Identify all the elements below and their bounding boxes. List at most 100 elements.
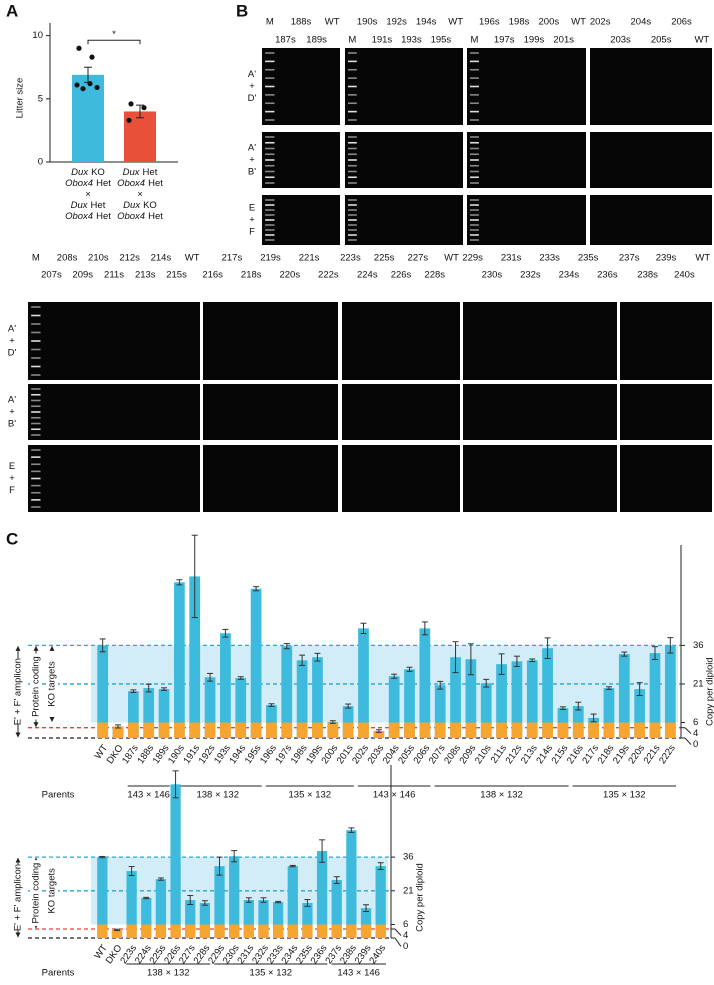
gel-row-label: A' [248,69,256,80]
bar-base [649,722,661,738]
bar-base [204,722,216,738]
lane-label: WT [695,253,710,264]
gel-image [463,445,617,512]
group-label: 143 × 146 [127,790,170,801]
gel-row-label: B' [248,167,256,178]
lane-label: 217s [222,253,243,264]
bar-base [174,722,185,738]
bar [214,866,225,938]
tick-leader [684,737,692,745]
bar [302,902,313,938]
lane-label: 218s [241,270,262,281]
bar [542,648,553,738]
lane-label: WT [444,253,459,264]
x-tick-label: Dux KO [123,200,157,211]
bar-base [373,731,385,738]
gel-row-label: D' [8,348,17,359]
parents-label: Parents [42,968,75,979]
gel-row-label: + [9,336,15,347]
bar [126,871,137,938]
bar-base [220,722,231,738]
gel-image [463,302,617,380]
bar-base [141,924,152,938]
bar-base [258,924,269,938]
gel-row-label: A' [248,143,256,154]
gel-row-label: + [249,155,255,166]
bar [199,902,211,938]
label-part: Obox4 [65,211,93,222]
lane-label: 231s [501,253,522,264]
bar [258,900,269,938]
bar [266,705,277,738]
gel-row-label: + [9,407,15,418]
bar [281,646,293,738]
label-part: KO [91,167,105,178]
lane-label: 208s [57,253,78,264]
lane-label: 189s [306,35,327,46]
gel-image [620,302,712,380]
bar [189,576,201,738]
bar [141,898,152,938]
gel-image [203,302,338,380]
bar [287,866,298,938]
lane-label: WT [448,17,463,28]
gel-image [203,445,338,512]
label-part: Obox4 [65,178,93,189]
gel-image [345,132,463,188]
bar-base [346,924,357,938]
y-tick-label: 4 [403,930,408,941]
bar-base [266,722,277,738]
bar [331,880,342,938]
x-tick-label: Dux Het [123,167,158,178]
lane-label: 202s [590,17,611,28]
bar-base [170,924,181,938]
bar [618,654,630,738]
lane-label: 192s [386,17,407,28]
bar-base [603,722,615,738]
bar [496,664,507,738]
bar-base [465,722,477,738]
label-part: × [85,189,91,200]
bar [97,857,108,938]
lane-label: M [266,17,274,28]
gel-row-label: D' [248,93,257,104]
group-label: 138 × 132 [480,790,523,801]
bar-base [143,722,155,738]
x-tick-label: Dux Het [71,200,106,211]
annotation: E' + F' amplicon [13,864,24,931]
lane-label: 233s [539,253,560,264]
bar-base [450,722,461,738]
lane-label: 213s [135,270,156,281]
gel-image [28,302,200,380]
y-axis-label: Copy per diploid [415,863,426,932]
annotation: KO targets [47,661,58,707]
lane-label: 191s [372,35,393,46]
bar [229,856,240,938]
annotation-bg [46,857,58,924]
gel-row-label: A' [8,324,16,335]
bar-base [229,924,240,938]
x-tick-label: 222s [657,743,678,766]
gel-image [345,48,463,125]
lane-label: 215s [166,270,187,281]
lane-label: 232s [520,270,541,281]
lane-label: 216s [202,270,223,281]
x-tick-label: Obox4 Het [65,178,111,189]
bar-base [480,722,492,738]
lane-label: 235s [578,253,599,264]
annotation: E' + F' amplicon [13,658,24,725]
lane-label: 228s [424,270,445,281]
lane-label: M [32,253,40,264]
gel-image [345,195,463,245]
group-label: 138 × 132 [147,968,190,979]
lane-label: M [470,35,478,46]
gel-row-label: + [9,473,15,484]
lane-label: 198s [509,17,530,28]
label-part: Het [148,211,163,222]
bar [312,657,323,738]
label-part: Dux [123,167,141,178]
bar [404,669,415,738]
bar-base [185,924,196,938]
y-tick-label: 36 [693,640,704,651]
data-point [74,82,80,88]
